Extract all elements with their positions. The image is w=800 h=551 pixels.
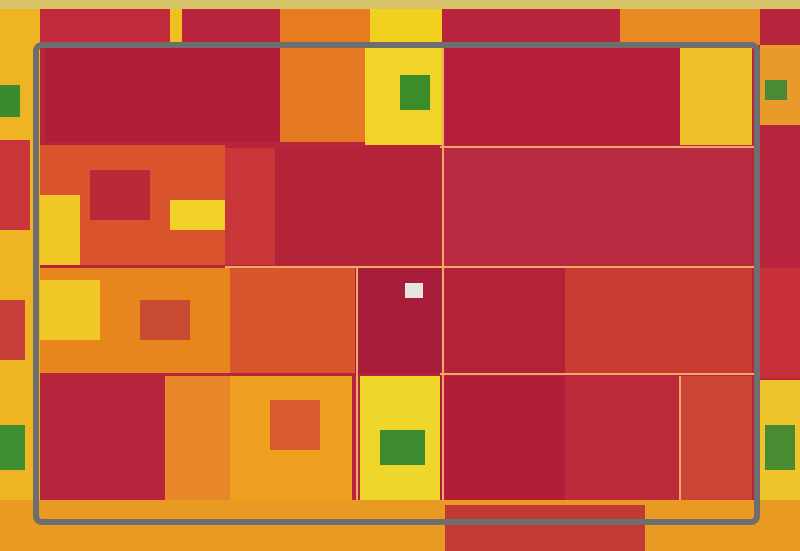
field: [445, 505, 645, 551]
field: [380, 430, 425, 465]
field: [370, 9, 442, 45]
field: [565, 376, 680, 500]
field: [40, 9, 170, 45]
field: [765, 80, 787, 100]
selection-frame: [33, 42, 760, 525]
field: [355, 268, 443, 373]
field: [0, 0, 800, 9]
field: [280, 45, 365, 142]
field-roads: [225, 45, 760, 500]
field: [445, 268, 565, 373]
field: [40, 195, 80, 265]
field: [765, 425, 795, 470]
field: [165, 376, 230, 500]
field: [270, 400, 320, 450]
field: [400, 75, 430, 110]
field: [760, 268, 800, 378]
field: [620, 9, 760, 45]
field: [90, 170, 150, 220]
field: [440, 376, 565, 500]
field: [680, 376, 752, 500]
field: [565, 268, 752, 373]
field: [280, 9, 370, 45]
field: [445, 148, 752, 265]
field: [225, 148, 275, 265]
field: [40, 280, 100, 340]
field: [170, 200, 225, 230]
field: [0, 85, 20, 117]
field: [0, 500, 800, 551]
field: [445, 45, 680, 145]
field: [230, 268, 355, 373]
field: [405, 283, 423, 298]
field: [45, 45, 280, 142]
field: [0, 140, 30, 230]
field: [0, 300, 25, 360]
field: [140, 300, 190, 340]
field: [0, 425, 25, 470]
field: [40, 376, 165, 500]
field: [170, 9, 182, 45]
field: [680, 45, 752, 145]
